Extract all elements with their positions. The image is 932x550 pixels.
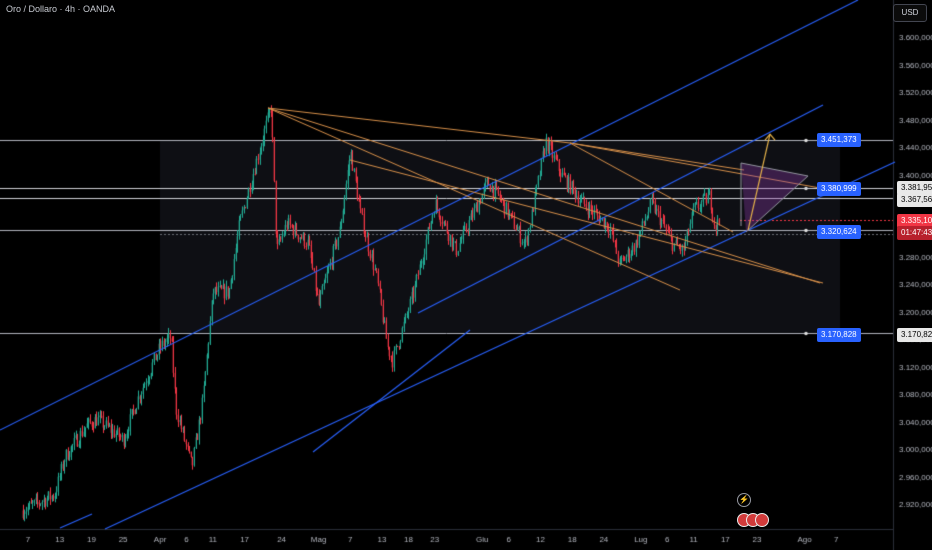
level-label-3320[interactable]: 3.320,624 <box>817 225 861 239</box>
axis-label-3381950: 3.381,950 <box>897 181 932 195</box>
current-price-label: 3.335,100 <box>897 214 932 228</box>
level-label-3451[interactable]: 3.451,373 <box>817 133 861 147</box>
level-label-3170[interactable]: 3.170,828 <box>817 328 861 342</box>
level-label-3380[interactable]: 3.380,999 <box>817 182 861 196</box>
currency-selector[interactable]: USD <box>893 4 927 22</box>
flag-icon[interactable] <box>755 513 769 527</box>
bar-countdown-label: 01:47:43 <box>897 226 932 240</box>
axis-label-3367564: 3.367,564 <box>897 193 932 207</box>
chart-title: Oro / Dollaro · 4h · OANDA <box>6 4 116 14</box>
axis-label-3170828: 3.170,828 <box>897 328 932 342</box>
events-flags[interactable] <box>737 513 769 527</box>
lightning-icon[interactable]: ⚡ <box>737 493 751 507</box>
